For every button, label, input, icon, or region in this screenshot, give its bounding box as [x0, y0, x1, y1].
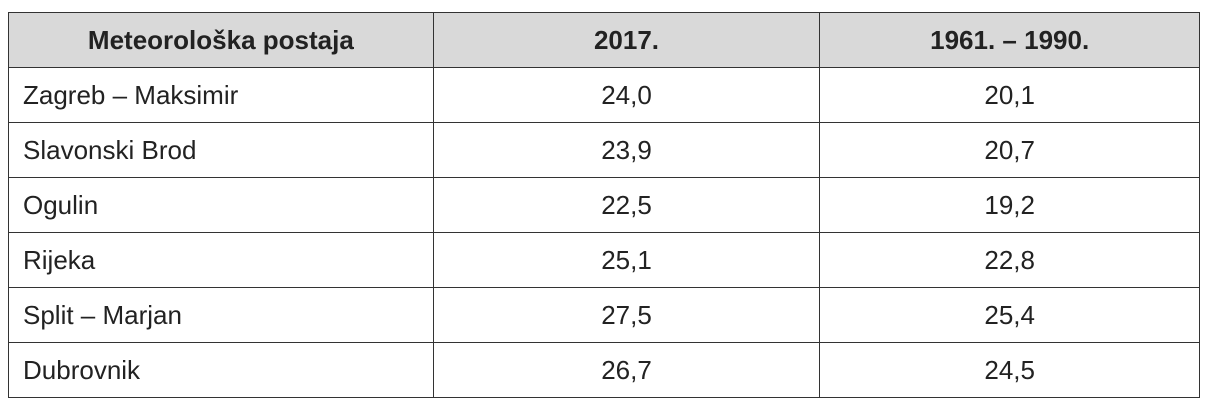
value-cell: 19,2	[819, 177, 1200, 233]
header-cell: 2017.	[432, 12, 821, 68]
data-table: Meteorološka postaja 2017. 1961. – 1990. Z…	[8, 12, 1200, 398]
table-row: Dubrovnik 26,7 24,5	[8, 342, 1200, 398]
station-cell: Split – Marjan	[8, 287, 434, 343]
value-cell: 27,5	[432, 287, 821, 343]
header-cell: Meteorološka postaja	[8, 12, 434, 68]
value-cell: 24,5	[819, 342, 1200, 398]
station-cell: Slavonski Brod	[8, 122, 434, 178]
value-cell: 25,4	[819, 287, 1200, 343]
header-row: Meteorološka postaja 2017. 1961. – 1990.	[8, 12, 1200, 68]
station-cell: Zagreb – Maksimir	[8, 67, 434, 123]
value-cell: 24,0	[432, 67, 821, 123]
value-cell: 20,1	[819, 67, 1200, 123]
table-row: Rijeka 25,1 22,8	[8, 232, 1200, 288]
table-row: Zagreb – Maksimir 24,0 20,1	[8, 67, 1200, 123]
value-cell: 26,7	[432, 342, 821, 398]
value-cell: 22,5	[432, 177, 821, 233]
station-cell: Dubrovnik	[8, 342, 434, 398]
value-cell: 25,1	[432, 232, 821, 288]
value-cell: 22,8	[819, 232, 1200, 288]
table-row: Slavonski Brod 23,9 20,7	[8, 122, 1200, 178]
header-cell: 1961. – 1990.	[819, 12, 1200, 68]
value-cell: 20,7	[819, 122, 1200, 178]
station-cell: Rijeka	[8, 232, 434, 288]
table-row: Ogulin 22,5 19,2	[8, 177, 1200, 233]
table-body: Zagreb – Maksimir 24,0 20,1 Slavonski Brod 2…	[8, 67, 1200, 398]
station-cell: Ogulin	[8, 177, 434, 233]
table-row: Split – Marjan 27,5 25,4	[8, 287, 1200, 343]
value-cell: 23,9	[432, 122, 821, 178]
